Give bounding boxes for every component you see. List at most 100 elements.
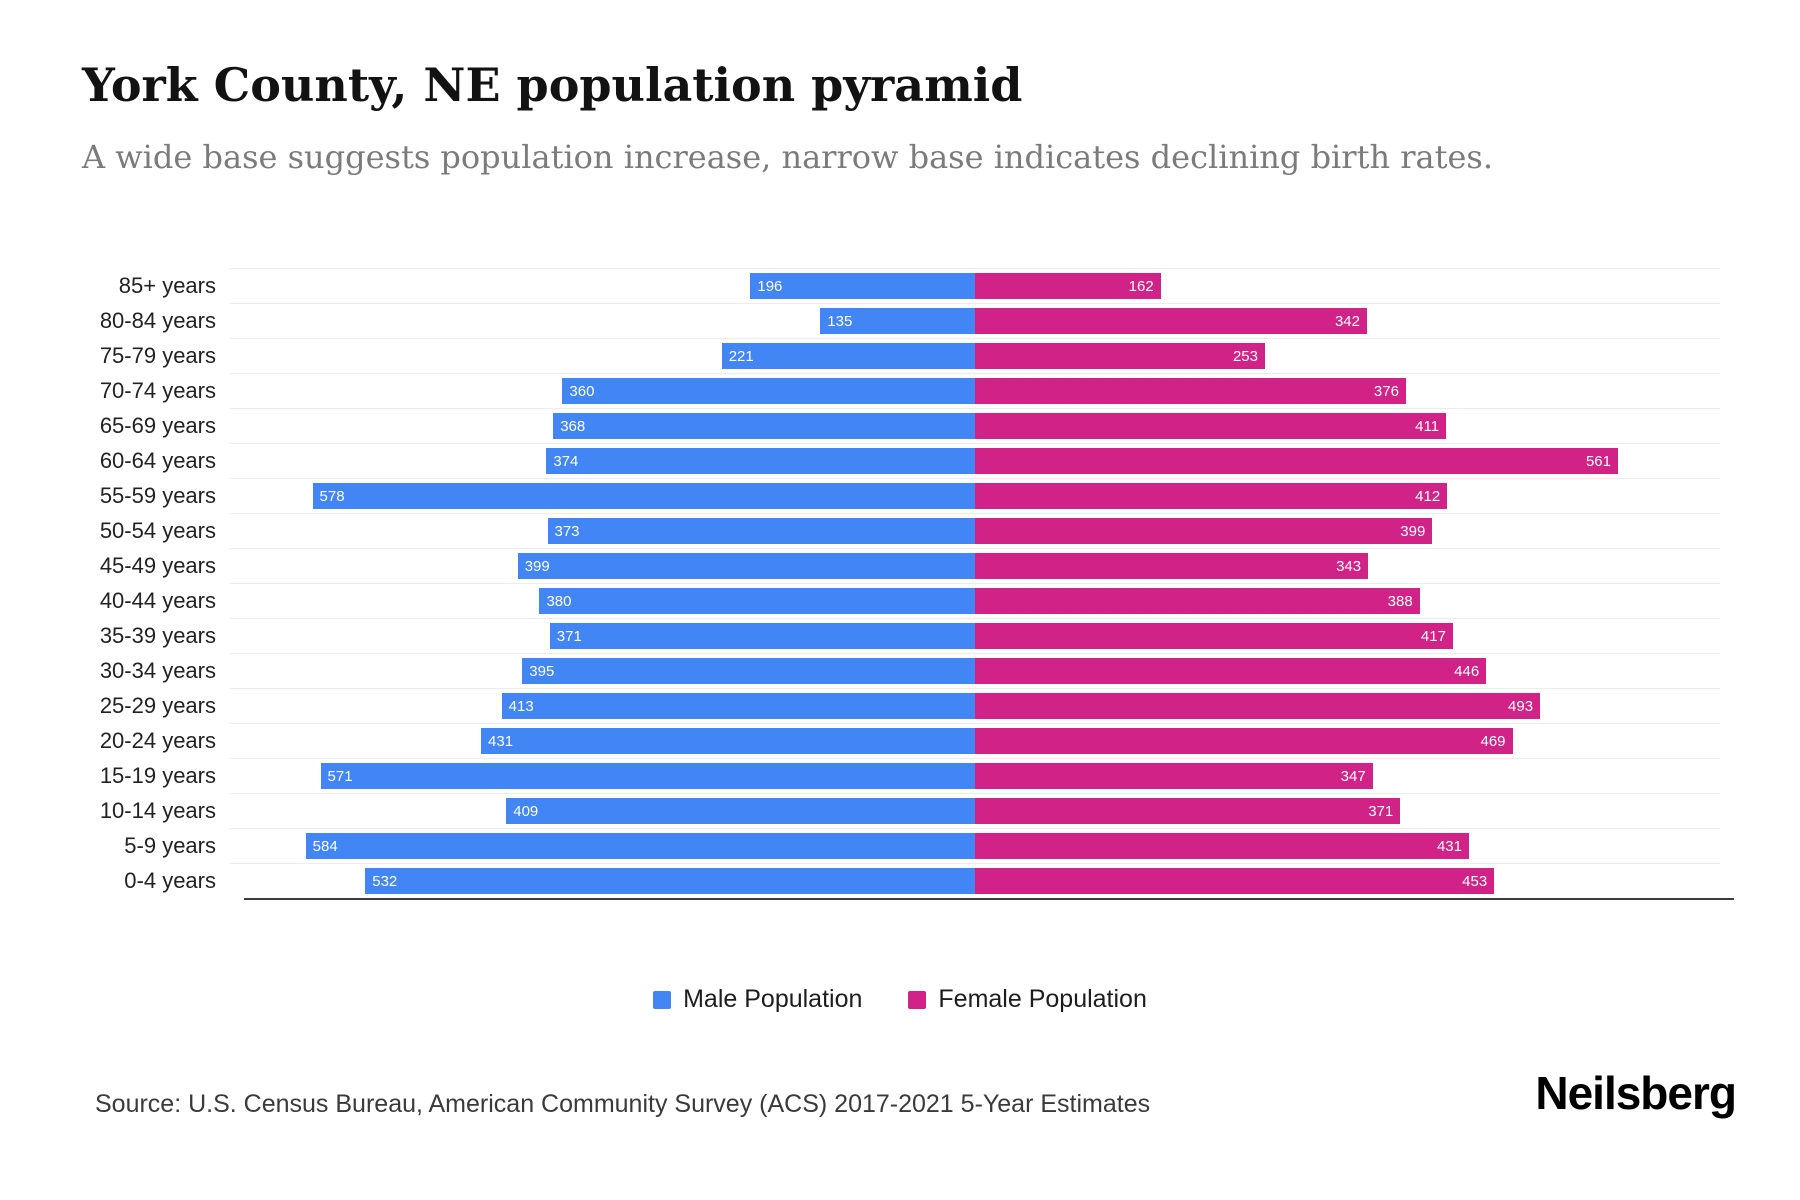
- plot-row: 571 347: [230, 758, 1720, 793]
- female-bar[interactable]: 417: [975, 623, 1453, 649]
- pyramid-row: 65-69 years 368 411: [80, 408, 1720, 443]
- female-bar[interactable]: 347: [975, 763, 1373, 789]
- female-bar[interactable]: 412: [975, 483, 1448, 509]
- plot-row: 584 431: [230, 828, 1720, 863]
- female-bar-value: 347: [1340, 767, 1366, 785]
- female-half: 561: [975, 448, 1720, 474]
- female-bar[interactable]: 162: [975, 273, 1161, 299]
- female-bar-value: 371: [1368, 802, 1394, 820]
- male-bar[interactable]: 584: [305, 833, 975, 859]
- female-half: 371: [975, 798, 1720, 824]
- male-half: 395: [230, 658, 975, 684]
- age-group-label: 65-69 years: [99, 412, 216, 438]
- female-half: 376: [975, 378, 1720, 404]
- female-bar[interactable]: 343: [975, 553, 1369, 579]
- female-bar[interactable]: 431: [975, 833, 1469, 859]
- plot-row: 578 412: [230, 478, 1720, 513]
- age-group-label: 20-24 years: [99, 727, 216, 753]
- male-bar[interactable]: 409: [506, 798, 975, 824]
- male-bar[interactable]: 413: [501, 693, 975, 719]
- pyramid-row: 10-14 years 409 371: [80, 793, 1720, 828]
- male-half: 360: [230, 378, 975, 404]
- pyramid-row: 75-79 years 221 253: [80, 338, 1720, 373]
- pyramid-row: 45-49 years 399 343: [80, 548, 1720, 583]
- male-bar[interactable]: 395: [522, 658, 975, 684]
- male-bar[interactable]: 380: [539, 588, 975, 614]
- chart-title: York County, NE population pyramid: [82, 58, 1023, 112]
- population-pyramid-chart: 85+ years 196 162 80-84 years 135 342 75-79 ye…: [80, 268, 1720, 898]
- female-half: 162: [975, 273, 1720, 299]
- plot-row: 135 342: [230, 303, 1720, 338]
- male-bar[interactable]: 578: [312, 483, 975, 509]
- male-bar[interactable]: 371: [549, 623, 975, 649]
- female-bar-value: 376: [1373, 382, 1399, 400]
- legend-item-male[interactable]: Male Population: [653, 985, 862, 1014]
- legend-label-male: Male Population: [683, 985, 863, 1013]
- male-bar[interactable]: 532: [365, 868, 975, 894]
- age-group-label: 0-4 years: [124, 867, 216, 893]
- male-bar[interactable]: 135: [820, 308, 975, 334]
- female-bar[interactable]: 342: [975, 308, 1367, 334]
- female-bar[interactable]: 561: [975, 448, 1618, 474]
- plot-row: 360 376: [230, 373, 1720, 408]
- female-half: 342: [975, 308, 1720, 334]
- female-swatch-icon: [908, 990, 927, 1009]
- male-half: 431: [230, 728, 975, 754]
- pyramid-row: 25-29 years 413 493: [80, 688, 1720, 723]
- female-bar[interactable]: 493: [975, 693, 1541, 719]
- male-bar[interactable]: 360: [562, 378, 975, 404]
- female-bar-value: 446: [1454, 662, 1480, 680]
- female-bar-value: 453: [1462, 872, 1488, 890]
- plot-row: 374 561: [230, 443, 1720, 478]
- age-group-label: 50-54 years: [99, 517, 216, 543]
- male-bar[interactable]: 399: [517, 553, 975, 579]
- male-half: 584: [230, 833, 975, 859]
- male-bar[interactable]: 373: [547, 518, 975, 544]
- female-bar-value: 493: [1508, 697, 1534, 715]
- female-bar[interactable]: 253: [975, 343, 1265, 369]
- female-bar[interactable]: 469: [975, 728, 1513, 754]
- plot-row: 413 493: [230, 688, 1720, 723]
- female-bar-value: 342: [1334, 312, 1360, 330]
- female-bar[interactable]: 411: [975, 413, 1447, 439]
- legend-item-female[interactable]: Female Population: [908, 985, 1147, 1014]
- age-group-label: 75-79 years: [99, 342, 216, 368]
- male-bar[interactable]: 374: [546, 448, 975, 474]
- female-bar-value: 431: [1436, 837, 1462, 855]
- pyramid-row: 80-84 years 135 342: [80, 303, 1720, 338]
- male-bar-value: 413: [508, 697, 534, 715]
- female-half: 399: [975, 518, 1720, 544]
- male-bar[interactable]: 221: [721, 343, 975, 369]
- female-bar[interactable]: 446: [975, 658, 1487, 684]
- age-group-label: 30-34 years: [99, 657, 216, 683]
- age-group-label: 40-44 years: [99, 587, 216, 613]
- female-bar[interactable]: 453: [975, 868, 1495, 894]
- male-bar-value: 399: [524, 557, 550, 575]
- female-bar[interactable]: 399: [975, 518, 1433, 544]
- female-bar[interactable]: 388: [975, 588, 1420, 614]
- male-half: 221: [230, 343, 975, 369]
- male-bar[interactable]: 368: [553, 413, 975, 439]
- plot-row: 368 411: [230, 408, 1720, 443]
- age-group-label: 15-19 years: [99, 762, 216, 788]
- age-group-label: 55-59 years: [99, 482, 216, 508]
- male-half: 532: [230, 868, 975, 894]
- plot-row: 395 446: [230, 653, 1720, 688]
- male-bar-value: 395: [529, 662, 555, 680]
- male-bar[interactable]: 571: [320, 763, 975, 789]
- female-bar-value: 343: [1336, 557, 1362, 575]
- female-bar-value: 561: [1585, 452, 1611, 470]
- pyramid-row: 0-4 years 532 453: [80, 863, 1720, 898]
- male-bar-value: 584: [312, 837, 338, 855]
- plot-row: 532 453: [230, 863, 1720, 898]
- male-bar-value: 196: [757, 277, 783, 295]
- pyramid-row: 15-19 years 571 347: [80, 758, 1720, 793]
- female-bar-value: 417: [1420, 627, 1446, 645]
- male-half: 571: [230, 763, 975, 789]
- female-bar[interactable]: 371: [975, 798, 1401, 824]
- male-bar[interactable]: 196: [750, 273, 975, 299]
- male-bar[interactable]: 431: [481, 728, 975, 754]
- female-bar[interactable]: 376: [975, 378, 1406, 404]
- plot-row: 196 162: [230, 268, 1720, 303]
- female-bar-value: 253: [1232, 347, 1258, 365]
